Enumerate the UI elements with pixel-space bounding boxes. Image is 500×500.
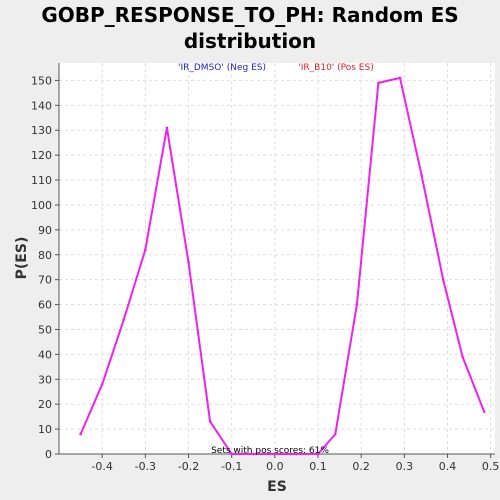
y-tick-label: 0	[45, 448, 52, 461]
x-tick-label: 0.0	[266, 460, 284, 473]
data-point	[144, 248, 147, 252]
data-point	[187, 260, 190, 264]
series-line-0	[79, 76, 486, 455]
y-tick-label: 150	[31, 74, 52, 87]
data-point	[100, 382, 104, 386]
data-point	[295, 452, 298, 456]
data-point	[122, 318, 126, 321]
y-tick-label: 60	[38, 299, 52, 312]
series-layer	[79, 76, 486, 456]
chart-title-line-2: distribution	[183, 29, 317, 53]
y-tick-label: 20	[38, 398, 52, 411]
x-axis-label: ES	[267, 479, 287, 495]
chart-title: GOBP_RESPONSE_TO_PH: Random ES distribut…	[0, 2, 500, 54]
y-tick-label: 140	[31, 99, 52, 112]
plot-area	[59, 63, 495, 454]
data-point	[230, 452, 233, 456]
x-tick-label: 0.1	[309, 460, 327, 473]
x-tick-label: 0.4	[439, 460, 457, 473]
data-point	[208, 420, 212, 423]
pos-scores-footer: Sets with pos scores: 61%	[211, 446, 329, 456]
x-tick-label: 0.3	[396, 460, 414, 473]
x-tick-label: -0.4	[91, 460, 112, 473]
x-tick-label: -0.3	[135, 460, 156, 473]
data-point	[251, 452, 255, 456]
data-point	[377, 81, 380, 85]
data-point	[355, 303, 359, 306]
data-point	[79, 432, 82, 436]
x-tick-label: -0.1	[221, 460, 242, 473]
y-tick-label: 70	[38, 274, 52, 287]
y-tick-label: 30	[38, 373, 52, 386]
grid-lines	[59, 63, 495, 455]
x-tick-label: 0.2	[352, 460, 370, 473]
x-tick-label: 0.5	[482, 460, 500, 473]
data-point	[482, 410, 486, 413]
y-tick-label: 50	[38, 323, 52, 336]
data-point	[273, 452, 277, 456]
data-point	[441, 278, 445, 281]
y-axis-label: P(ES)	[14, 237, 30, 280]
y-tick-label: 120	[31, 149, 52, 162]
data-point	[333, 432, 337, 436]
y-tick-label: 90	[38, 224, 52, 237]
chart-title-line-1: GOBP_RESPONSE_TO_PH: Random ES	[41, 3, 459, 27]
data-point	[165, 126, 169, 130]
data-point	[420, 173, 423, 177]
pos-es-label: 'IR_B10' (Pos ES)	[298, 63, 373, 73]
data-point	[398, 76, 402, 80]
y-tick-label: 10	[38, 423, 52, 436]
data-point	[316, 452, 320, 456]
neg-es-label: 'IR_DMSO' (Neg ES)	[178, 63, 266, 73]
x-tick-label: -0.2	[178, 460, 199, 473]
y-tick-label: 100	[31, 199, 52, 212]
y-tick-label: 80	[38, 249, 52, 262]
y-tick-label: 130	[31, 124, 52, 137]
axis-ticks: 0 10 20 30 40 50 60 70 80 90 100 110 120 130 140 150 -0.…	[31, 74, 499, 473]
data-point	[461, 355, 464, 359]
y-tick-label: 110	[31, 174, 52, 187]
y-tick-label: 40	[38, 348, 52, 361]
